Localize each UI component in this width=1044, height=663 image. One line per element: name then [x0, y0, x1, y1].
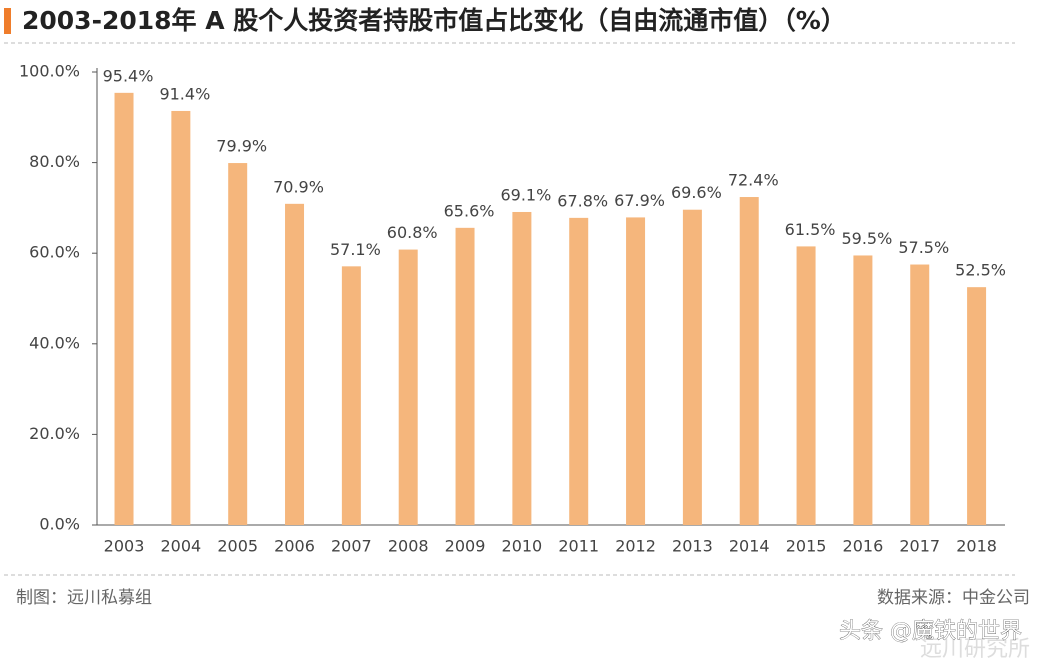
y-tick-label: 100.0% [19, 62, 80, 81]
value-label: 69.6% [671, 183, 722, 202]
bar [114, 92, 134, 525]
y-tick-label: 20.0% [29, 424, 80, 443]
value-label: 60.8% [387, 223, 438, 242]
value-label: 70.9% [273, 177, 324, 196]
bar [455, 227, 475, 525]
value-label: 69.1% [500, 185, 551, 204]
value-label: 57.1% [330, 240, 381, 259]
source-left: 制图：远川私募组 [16, 588, 152, 608]
value-label: 57.5% [898, 238, 949, 257]
bar [739, 197, 759, 525]
x-tick-label: 2011 [558, 537, 599, 556]
y-tick-label: 80.0% [29, 152, 80, 171]
x-tick-label: 2018 [956, 537, 997, 556]
bar [626, 217, 646, 525]
x-tick-label: 2003 [104, 537, 145, 556]
bar [228, 163, 248, 526]
value-label: 52.5% [955, 261, 1006, 280]
value-label: 79.9% [216, 137, 267, 156]
y-tick-label: 0.0% [39, 515, 80, 534]
value-label: 61.5% [785, 220, 836, 239]
x-tick-label: 2012 [615, 537, 656, 556]
value-label: 91.4% [159, 84, 210, 103]
x-tick-label: 2015 [786, 537, 827, 556]
watermark: 头条 @魔铁的世界 [839, 619, 1022, 644]
value-label: 65.6% [444, 201, 495, 220]
x-tick-label: 2008 [388, 537, 429, 556]
logo: 远川研究所 [920, 637, 1030, 662]
title-accent [4, 8, 11, 34]
x-tick-label: 2014 [729, 537, 770, 556]
bar [285, 203, 305, 525]
bar [910, 264, 930, 525]
bar [569, 217, 589, 525]
value-label: 59.5% [841, 229, 892, 248]
bar [171, 110, 191, 525]
x-tick-label: 2007 [331, 537, 372, 556]
x-tick-label: 2005 [217, 537, 258, 556]
y-tick-label: 60.0% [29, 243, 80, 262]
x-tick-label: 2017 [899, 537, 940, 556]
value-label: 67.9% [614, 191, 665, 210]
chart-title: 2003-2018年 A 股个人投资者持股市值占比变化（自由流通市值）（%） [22, 6, 846, 35]
x-tick-label: 2004 [160, 537, 201, 556]
bar [398, 249, 418, 526]
bar [341, 266, 361, 525]
x-tick-label: 2010 [502, 537, 543, 556]
value-label: 67.8% [557, 191, 608, 210]
value-label: 72.4% [728, 171, 779, 190]
source-right: 数据来源：中金公司 [877, 588, 1030, 608]
bar [967, 287, 987, 525]
x-tick-label: 2009 [445, 537, 486, 556]
bar [853, 255, 873, 525]
value-label: 95.4% [103, 66, 154, 85]
bar [682, 209, 702, 525]
bar [796, 246, 816, 525]
bar [512, 211, 532, 526]
y-tick-label: 40.0% [29, 333, 80, 352]
x-tick-label: 2016 [843, 537, 884, 556]
x-tick-label: 2006 [274, 537, 315, 556]
x-tick-label: 2013 [672, 537, 713, 556]
